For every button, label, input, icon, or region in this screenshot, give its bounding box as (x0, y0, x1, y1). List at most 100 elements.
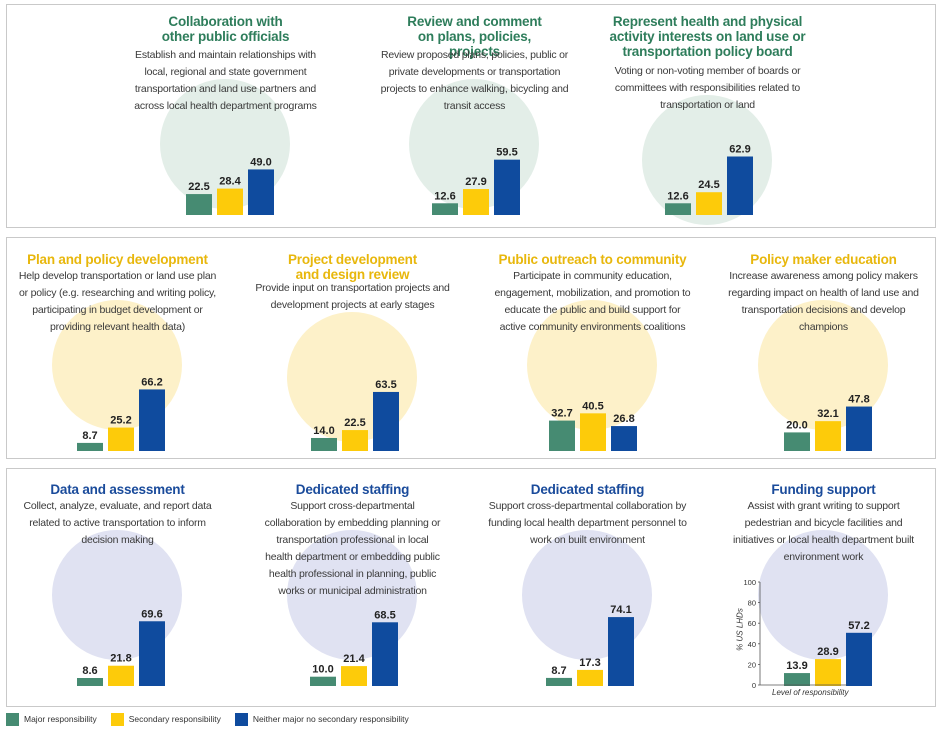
bar-neither (494, 159, 520, 215)
bar-label-neither: 69.6 (141, 608, 162, 620)
bar-label-neither: 59.5 (496, 147, 517, 159)
bar-secondary (342, 430, 368, 451)
bar-major (77, 678, 103, 686)
bar-label-secondary: 28.9 (817, 646, 838, 658)
bar-label-major: 20.0 (786, 419, 807, 431)
bar-label-neither: 57.2 (848, 620, 869, 632)
bar-label-major: 8.7 (82, 430, 97, 442)
bar-label-major: 8.7 (551, 665, 566, 677)
legend-item-neither: Neither major no secondary responsibilit… (234, 712, 409, 726)
bar-label-major: 32.7 (551, 408, 572, 420)
bar-neither (846, 632, 872, 686)
chart-cell-2: Review and comment on plans, policies, p… (357, 10, 592, 221)
bar-secondary (815, 421, 841, 451)
bar-neither (846, 406, 872, 451)
bar-label-neither: 66.2 (141, 376, 162, 388)
bar-chart: 12.6 27.9 59.5 (432, 147, 520, 215)
bar-secondary (108, 427, 134, 451)
bar-major (311, 437, 337, 451)
bar-neither (372, 622, 398, 686)
legend-swatch-neither (234, 712, 248, 726)
bar-major (432, 203, 458, 215)
bar-chart: 14.0 22.5 63.5 (311, 379, 399, 451)
bar-label-neither: 68.5 (374, 609, 395, 621)
bar-label-secondary: 28.4 (219, 176, 241, 188)
bar-secondary (815, 659, 841, 686)
chart-title: Policy maker education (750, 252, 897, 267)
chart-description: Provide input on transportation projects… (255, 282, 450, 311)
bar-label-secondary: 25.2 (110, 415, 131, 427)
chart-cell-3: Represent health and physical activity i… (590, 10, 825, 225)
bar-secondary (696, 192, 722, 215)
chart-description: Voting or non-voting member of boards or… (614, 65, 801, 111)
chart-description: Support cross-departmental collaboration… (264, 500, 441, 597)
chart-title: Dedicated staffing (530, 482, 645, 497)
bar-label-secondary: 17.3 (579, 657, 600, 669)
bar-secondary (341, 666, 367, 686)
bar-label-major: 8.6 (82, 665, 97, 677)
chart-title: Project development and design review (288, 252, 417, 282)
y-axis: 100 80 60 40 20 0 (743, 578, 847, 690)
bar-chart: 22.5 28.4 49.0 (186, 156, 274, 215)
legend-swatch-major (6, 712, 19, 726)
chart-title: Data and assessment (50, 482, 185, 497)
chart-title: Represent health and physical activity i… (609, 14, 806, 59)
bar-neither (373, 391, 399, 451)
bar-chart: 32.7 40.5 26.8 (549, 400, 637, 451)
bar-chart: 8.7 17.3 74.1 (546, 604, 634, 686)
bar-secondary (217, 188, 243, 215)
outreach-icon (527, 300, 657, 430)
bar-secondary (580, 413, 606, 451)
bar-chart: 13.9 28.9 57.2 (784, 620, 872, 686)
chart-description: Collect, analyze, evaluate, and report d… (23, 500, 212, 546)
chart-title: Plan and policy development (27, 252, 208, 267)
bar-label-major: 12.6 (667, 190, 688, 202)
bar-chart: 20.0 32.1 47.8 (784, 394, 872, 451)
bar-major (665, 203, 691, 215)
chart-title: Funding support (771, 482, 876, 497)
chart-title: Collaboration with other public official… (161, 14, 290, 44)
bar-major (549, 420, 575, 451)
chart-cell-11: Funding support Assist with grant writing… (706, 478, 941, 692)
legend-label-major: Major responsibility (24, 714, 97, 724)
bar-neither (611, 426, 637, 451)
bar-label-secondary: 21.4 (343, 653, 365, 665)
chart-description: Support cross-departmental collaboration… (488, 500, 687, 546)
legend-item-secondary: Secondary responsibility (110, 712, 221, 726)
bar-major (784, 673, 810, 686)
bar-label-secondary: 24.5 (698, 179, 719, 191)
chart-description: Assist with grant writing to support ped… (733, 500, 914, 563)
bar-chart: 8.7 25.2 66.2 (77, 376, 165, 451)
bar-secondary (577, 669, 603, 686)
bar-neither (139, 621, 165, 686)
bar-label-neither: 63.5 (375, 379, 396, 391)
bar-label-neither: 62.9 (729, 144, 750, 156)
chart-cell-6: Public outreach to community Participate … (475, 248, 710, 457)
chart-cell-8: Data and assessment Collect, analyze, eva… (0, 478, 235, 692)
bar-major (784, 432, 810, 451)
y-tick-label: 100 (743, 578, 756, 587)
chart-description: Increase awareness among policy makers r… (728, 270, 919, 333)
bar-neither (248, 169, 274, 215)
chart-title: Public outreach to community (498, 252, 687, 267)
bar-label-secondary: 40.5 (582, 400, 603, 412)
chart-title: Dedicated staffing (295, 482, 410, 497)
bar-major (546, 677, 572, 686)
chart-description: Establish and maintain relationships wit… (134, 49, 317, 112)
bar-label-neither: 74.1 (610, 604, 631, 616)
bar-secondary (463, 189, 489, 215)
bar-neither (139, 389, 165, 451)
chart-cell-4: Plan and policy development Help develop … (0, 248, 235, 457)
legend-label-neither: Neither major no secondary responsibilit… (252, 714, 409, 724)
y-axis-panel: 100 80 60 40 20 0 % US LHDs Level of responsi… (732, 570, 849, 710)
bar-chart: 8.6 21.8 69.6 (77, 608, 165, 686)
y-tick-label: 20 (748, 660, 756, 669)
bar-major (310, 676, 336, 686)
chart-cell-9: Dedicated staffing Support cross-departme… (235, 478, 470, 692)
bar-label-neither: 26.8 (613, 413, 634, 425)
legend: Major responsibility Secondary responsib… (6, 711, 423, 727)
legend-label-secondary: Secondary responsibility (128, 714, 221, 724)
bar-major (77, 442, 103, 451)
bar-label-secondary: 32.1 (817, 408, 838, 420)
y-tick-label: 0 (752, 681, 756, 690)
